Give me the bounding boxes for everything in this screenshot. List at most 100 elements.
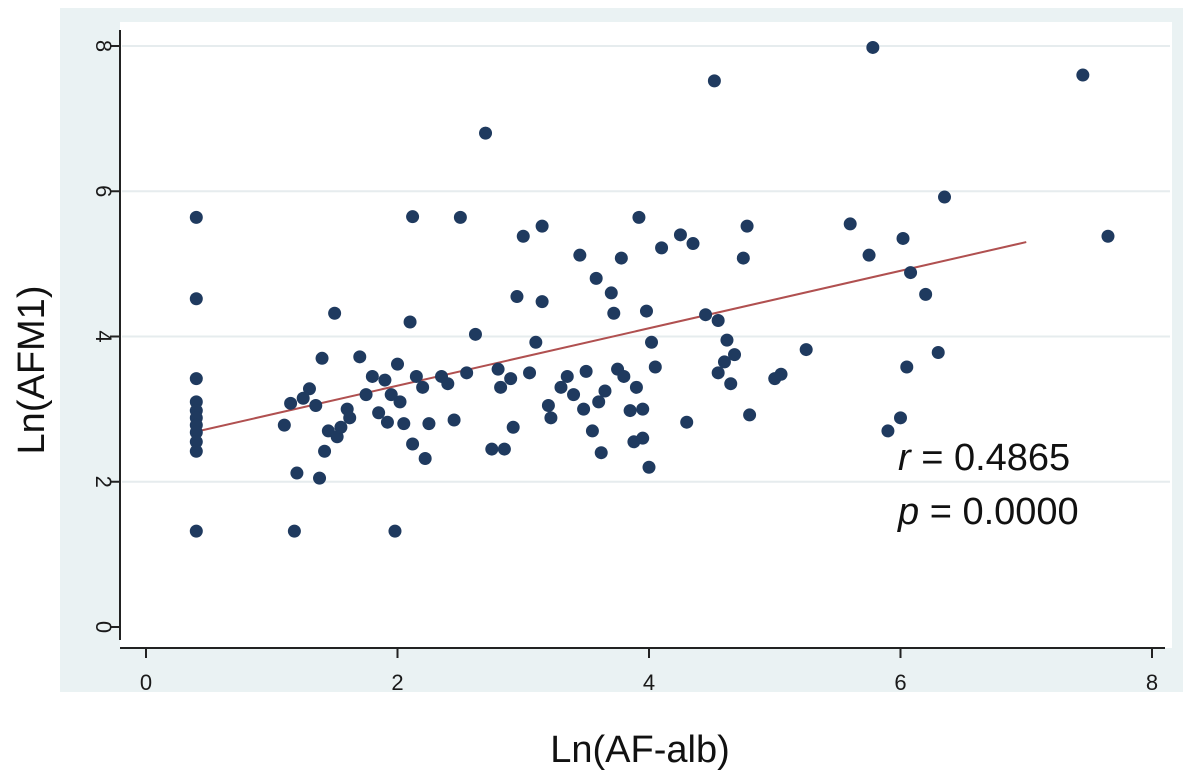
- data-point: [504, 372, 518, 386]
- data-point: [397, 417, 411, 431]
- data-point: [724, 377, 738, 391]
- data-point: [673, 228, 687, 242]
- data-point: [506, 420, 520, 434]
- data-point: [447, 413, 461, 427]
- data-point: [623, 404, 637, 418]
- data-point: [393, 395, 407, 409]
- data-point: [189, 210, 203, 224]
- data-point: [629, 380, 643, 394]
- data-point: [632, 210, 646, 224]
- data-point: [460, 366, 474, 380]
- y-tick-label: 2: [91, 476, 116, 488]
- data-point: [189, 444, 203, 458]
- data-point: [589, 271, 603, 285]
- data-point: [372, 406, 386, 420]
- data-point: [315, 351, 329, 365]
- data-point: [479, 126, 493, 140]
- data-point: [896, 231, 910, 245]
- data-point: [636, 402, 650, 416]
- data-point: [736, 251, 750, 265]
- data-point: [862, 248, 876, 262]
- data-point: [919, 287, 933, 301]
- data-point: [938, 190, 952, 204]
- data-point: [544, 411, 558, 425]
- data-point: [567, 388, 581, 402]
- gridlines: [122, 45, 1170, 483]
- data-point: [711, 366, 725, 380]
- data-point: [642, 460, 656, 474]
- data-point: [359, 388, 373, 402]
- data-point: [296, 391, 310, 405]
- data-point: [302, 382, 316, 396]
- data-point: [418, 452, 432, 466]
- data-point: [353, 350, 367, 364]
- data-point: [541, 398, 555, 412]
- data-point: [468, 327, 482, 341]
- data-point: [607, 306, 621, 320]
- x-axis-title: Ln(AF-alb): [550, 729, 730, 771]
- r-symbol: r: [898, 437, 912, 479]
- r-value: = 0.4865: [911, 437, 1071, 479]
- y-axis-ticks: 0 2 4 6 8: [91, 40, 120, 633]
- data-point: [189, 435, 203, 449]
- data-point: [309, 398, 323, 412]
- x-tick-label: 6: [894, 670, 906, 695]
- data-point: [365, 369, 379, 383]
- data-point: [699, 308, 713, 322]
- data-point: [189, 292, 203, 306]
- x-axis-ticks: 0 2 4 6 8: [140, 648, 1158, 695]
- data-point: [728, 348, 742, 362]
- data-point: [516, 229, 530, 243]
- data-point: [388, 524, 402, 538]
- data-point: [378, 373, 392, 387]
- data-point: [655, 241, 669, 255]
- data-point: [328, 306, 342, 320]
- x-tick-label: 4: [643, 670, 655, 695]
- data-point: [573, 248, 587, 262]
- data-point: [453, 210, 467, 224]
- data-point: [843, 217, 857, 231]
- data-point: [318, 444, 332, 458]
- data-point: [406, 210, 420, 224]
- plot-area: [120, 22, 1172, 648]
- data-point: [645, 335, 659, 349]
- data-point: [313, 471, 327, 485]
- axes: [119, 30, 1165, 649]
- data-point: [740, 219, 754, 233]
- data-point: [406, 437, 420, 451]
- data-point: [636, 431, 650, 445]
- data-point: [189, 372, 203, 386]
- data-point: [617, 369, 631, 383]
- data-point: [720, 333, 734, 347]
- data-point: [707, 74, 721, 88]
- y-tick-label: 4: [91, 330, 116, 342]
- x-tick-label: 2: [391, 670, 403, 695]
- data-point: [284, 396, 298, 410]
- y-tick-label: 8: [91, 40, 116, 52]
- data-points: [189, 40, 1115, 538]
- data-point: [894, 411, 907, 425]
- data-point: [904, 266, 918, 280]
- p-symbol: p: [897, 491, 919, 533]
- data-point: [648, 360, 662, 374]
- data-point: [510, 290, 524, 304]
- data-point: [409, 369, 423, 383]
- data-point: [485, 442, 499, 456]
- data-point: [416, 380, 430, 394]
- y-tick-label: 0: [91, 621, 116, 633]
- data-point: [494, 380, 508, 394]
- data-point: [881, 424, 895, 438]
- data-point: [560, 369, 574, 383]
- data-point: [391, 357, 404, 371]
- data-point: [491, 362, 505, 376]
- data-point: [554, 380, 568, 394]
- data-point: [290, 466, 304, 480]
- data-point: [577, 402, 591, 416]
- y-axis-title: Ln(AFM1): [11, 286, 53, 455]
- data-point: [866, 40, 880, 54]
- data-point: [799, 343, 813, 357]
- data-point: [523, 366, 537, 380]
- data-point: [380, 415, 394, 429]
- data-point: [441, 377, 455, 391]
